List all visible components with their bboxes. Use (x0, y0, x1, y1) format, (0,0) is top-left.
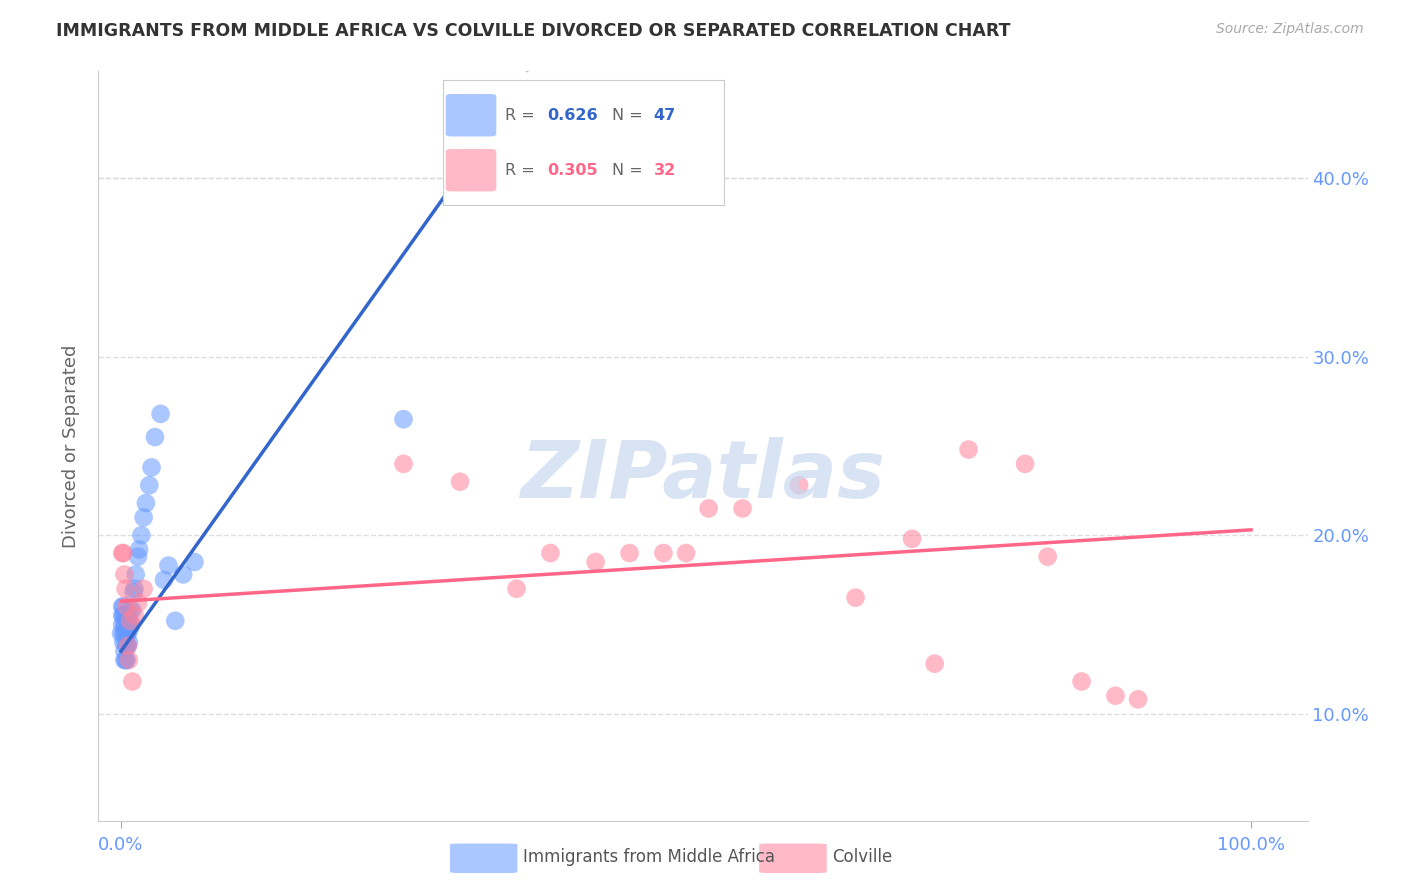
Point (845, 591, 868, 605)
Text: R =: R = (505, 162, 540, 178)
Point (115, 626, 138, 640)
Point (1036, 549, 1059, 564)
Point (114, 617, 136, 632)
Point (114, 582, 136, 596)
Point (127, 596, 149, 610)
Point (132, 582, 155, 596)
Point (153, 573, 176, 587)
Point (675, 546, 697, 560)
Point (1126, 692, 1149, 706)
Point (1104, 689, 1126, 703)
Point (112, 567, 135, 582)
Point (924, 657, 946, 671)
Point (112, 546, 135, 560)
Point (120, 621, 142, 635)
Point (121, 603, 143, 617)
Point (117, 639, 139, 653)
Text: N =: N = (612, 108, 648, 123)
Point (111, 546, 134, 560)
Point (112, 644, 135, 658)
Point (731, 501, 754, 516)
Text: 0.626: 0.626 (547, 108, 598, 123)
Point (957, 442, 980, 457)
Point (135, 496, 157, 510)
Point (124, 608, 146, 623)
Point (120, 603, 142, 617)
Point (117, 626, 139, 640)
Point (131, 528, 153, 542)
Point (112, 617, 135, 632)
Text: IMMIGRANTS FROM MIDDLE AFRICA VS COLVILLE DIVORCED OR SEPARATED CORRELATION CHAR: IMMIGRANTS FROM MIDDLE AFRICA VS COLVILL… (56, 22, 1011, 40)
Point (118, 635, 141, 649)
Point (121, 674, 143, 689)
Point (112, 626, 135, 640)
Point (112, 653, 135, 667)
FancyBboxPatch shape (450, 844, 517, 873)
FancyBboxPatch shape (446, 149, 496, 192)
Point (111, 617, 134, 632)
Point (122, 585, 145, 599)
Point (1014, 457, 1036, 471)
Point (115, 608, 138, 623)
Point (392, 457, 415, 471)
Point (143, 430, 166, 444)
Point (183, 555, 205, 569)
Text: Immigrants from Middle Africa: Immigrants from Middle Africa (523, 848, 775, 866)
Point (118, 653, 141, 667)
Point (585, 555, 607, 569)
Point (125, 567, 148, 582)
Point (114, 653, 136, 667)
Point (120, 614, 142, 628)
Point (112, 599, 135, 614)
Text: ZIPatlas: ZIPatlas (520, 437, 886, 515)
Point (132, 510, 155, 524)
Text: Colville: Colville (832, 848, 893, 866)
Point (112, 635, 135, 649)
FancyBboxPatch shape (446, 94, 496, 136)
Point (117, 639, 139, 653)
Point (127, 549, 149, 564)
Point (157, 558, 180, 573)
Point (115, 599, 138, 614)
Point (128, 542, 150, 557)
Y-axis label: Divorced or Separated: Divorced or Separated (62, 344, 80, 548)
Point (697, 501, 720, 516)
Point (112, 608, 135, 623)
Point (112, 608, 135, 623)
Point (111, 599, 134, 614)
Point (141, 460, 163, 475)
Point (172, 567, 194, 582)
Point (149, 407, 172, 421)
Point (505, 582, 527, 596)
Point (111, 608, 134, 623)
Point (165, 614, 187, 628)
Point (138, 478, 160, 492)
Point (115, 639, 138, 653)
Point (112, 626, 135, 640)
Text: 32: 32 (654, 162, 676, 178)
Point (619, 546, 641, 560)
Point (120, 617, 142, 632)
Text: N =: N = (612, 162, 648, 178)
Point (787, 478, 810, 492)
Point (110, 626, 132, 640)
FancyBboxPatch shape (759, 844, 827, 873)
Point (114, 635, 136, 649)
Point (117, 608, 139, 623)
Text: 47: 47 (654, 108, 676, 123)
Point (392, 412, 415, 426)
Text: Source: ZipAtlas.com: Source: ZipAtlas.com (1216, 22, 1364, 37)
Point (449, 475, 471, 489)
Point (115, 653, 138, 667)
Text: 0.305: 0.305 (547, 162, 598, 178)
Text: R =: R = (505, 108, 540, 123)
Point (1070, 674, 1092, 689)
Point (124, 582, 146, 596)
Point (901, 532, 924, 546)
Point (652, 546, 675, 560)
Point (538, 546, 561, 560)
Point (118, 617, 141, 632)
